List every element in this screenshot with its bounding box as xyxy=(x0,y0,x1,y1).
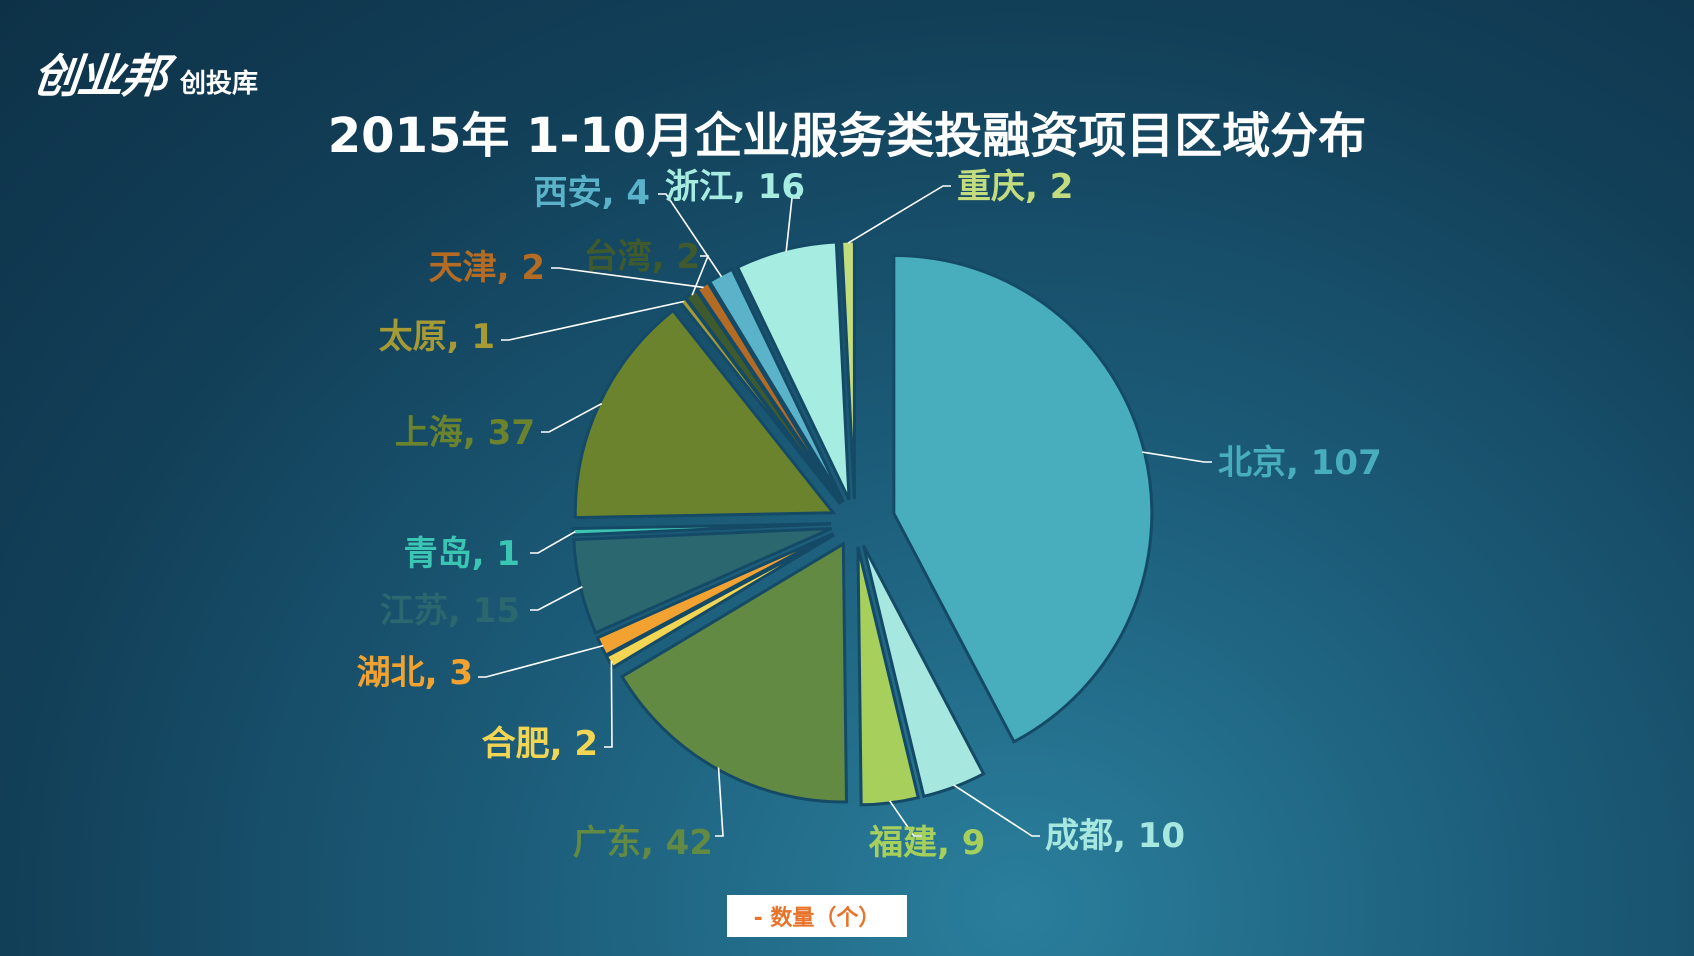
pie-slice-重庆 xyxy=(840,239,856,500)
chart-title: 2015年 1-10月企业服务类投融资项目区域分布 xyxy=(327,108,1367,164)
brand-logo: 创业邦 创投库 xyxy=(31,40,259,106)
leader-line-合肥 xyxy=(604,660,613,748)
pie-slice-成都 xyxy=(861,544,986,799)
data-label-北京: 北京, 107 xyxy=(1218,443,1382,483)
leader-line-成都 xyxy=(953,784,1040,837)
leader-line-湖北 xyxy=(478,644,604,678)
leader-line-广东 xyxy=(715,767,724,837)
chart-legend: - 数量（个） xyxy=(727,895,907,937)
logo-subtext: 创投库 xyxy=(180,69,259,99)
data-label-浙江: 浙江, 16 xyxy=(665,167,805,207)
leader-line-福建 xyxy=(889,800,922,837)
pie-slice-上海 xyxy=(573,308,837,520)
pie-slice-青岛 xyxy=(571,522,832,537)
leader-line-西安 xyxy=(658,193,723,278)
data-label-太原: 太原, 1 xyxy=(379,317,495,357)
leader-line-北京 xyxy=(1142,451,1212,463)
leader-line-重庆 xyxy=(847,185,951,244)
data-label-西安: 西安, 4 xyxy=(534,173,650,213)
legend-label: - 数量（个） xyxy=(753,906,881,931)
data-labels: 北京, 107 成都, 10 福建, 9 广东, 42 合肥, 2湖北, 3 江苏, 15… xyxy=(357,167,1382,863)
pie-slice-福建 xyxy=(856,546,921,807)
leader-line-浙江 xyxy=(785,197,800,252)
data-label-湖北: 湖北, 3 xyxy=(357,653,473,693)
data-label-成都: 成都, 10 xyxy=(1045,816,1185,856)
pie-slice-天津 xyxy=(695,280,844,504)
data-label-上海: 上海, 37 xyxy=(395,413,535,453)
leader-line-上海 xyxy=(541,402,603,433)
data-label-福建: 福建, 9 xyxy=(868,823,985,863)
data-label-台湾: 台湾, 2 xyxy=(584,237,700,277)
data-label-江苏: 江苏, 15 xyxy=(380,591,520,631)
pie-slice-北京 xyxy=(892,253,1154,744)
data-label-青岛: 青岛, 1 xyxy=(404,534,520,574)
pie-slices xyxy=(571,239,1154,807)
leader-line-青岛 xyxy=(530,530,576,554)
data-label-重庆: 重庆, 2 xyxy=(957,167,1073,207)
data-label-天津: 天津, 2 xyxy=(429,248,545,288)
leader-line-太原 xyxy=(501,300,684,341)
data-label-合肥: 合肥, 2 xyxy=(482,724,598,764)
leader-line-天津 xyxy=(551,267,704,289)
pie-slice-广东 xyxy=(619,541,849,804)
leader-lines xyxy=(478,185,1212,837)
leader-line-江苏 xyxy=(530,586,583,611)
data-label-广东: 广东, 42 xyxy=(573,823,713,863)
